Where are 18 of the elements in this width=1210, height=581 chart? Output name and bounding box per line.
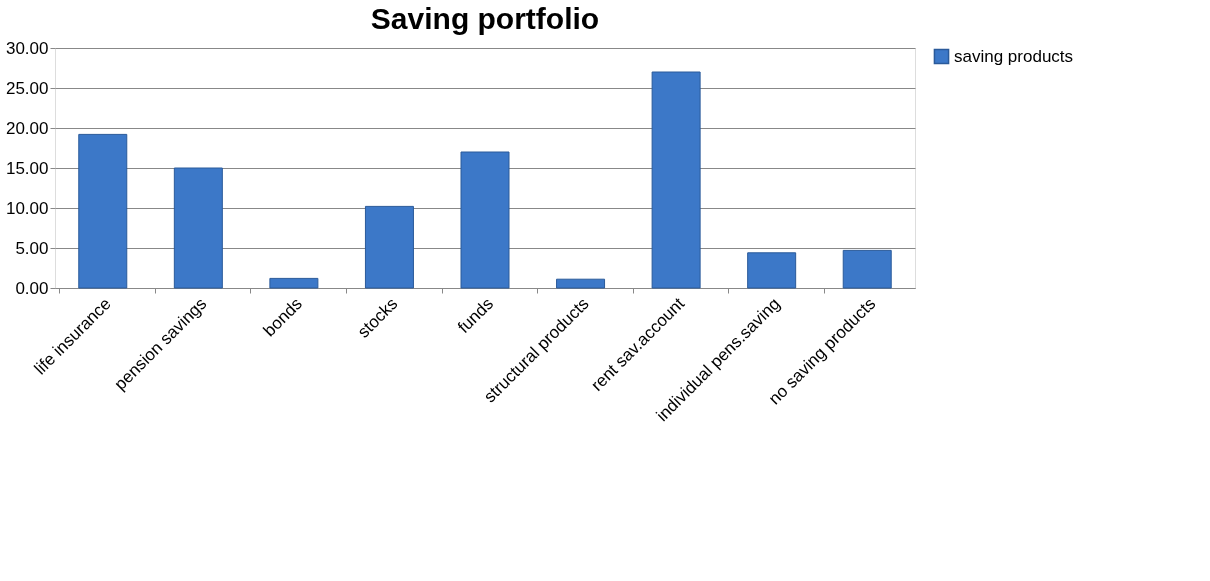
y-tick-label: 10.00 [5, 198, 49, 218]
y-tick-label: 15.00 [5, 158, 49, 178]
bar [556, 278, 606, 289]
bar [460, 151, 510, 289]
bar [173, 167, 223, 289]
y-tick-label: 5.00 [15, 238, 49, 258]
y-tick-label: 0.00 [15, 278, 49, 298]
bar [842, 249, 892, 289]
bar [364, 205, 414, 289]
y-tick-label: 25.00 [5, 78, 49, 98]
bar [747, 252, 797, 289]
legend-label: saving products [954, 46, 1074, 66]
bar [78, 133, 128, 289]
chart-title: Saving portfolio [370, 2, 600, 35]
y-tick-label: 20.00 [5, 118, 49, 138]
bar [651, 71, 701, 289]
y-tick-label: 30.00 [5, 38, 49, 58]
bar [269, 277, 319, 289]
